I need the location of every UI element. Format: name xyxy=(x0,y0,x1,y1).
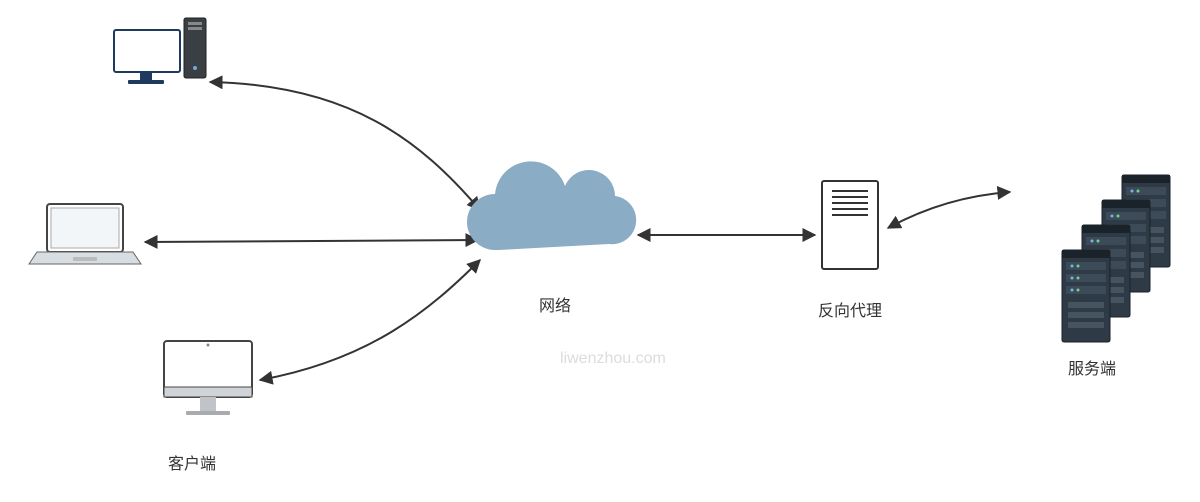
nodes-group xyxy=(29,18,1170,415)
label-proxy: 反向代理 xyxy=(810,297,890,321)
proxy-icon xyxy=(822,181,878,269)
label-servers: 服务端 xyxy=(1052,355,1132,379)
label-cloud: 网络 xyxy=(515,292,595,316)
edge-client1-cloud xyxy=(210,82,480,210)
servers-icon xyxy=(1062,175,1170,342)
imac-icon xyxy=(164,341,252,415)
desktop-icon xyxy=(114,18,206,84)
cloud-icon xyxy=(467,161,636,250)
edge-proxy-servers xyxy=(888,192,1010,228)
label-clients: 客户端 xyxy=(168,450,216,474)
diagram-stage xyxy=(0,0,1200,502)
edge-client3-cloud xyxy=(260,260,480,380)
laptop-icon xyxy=(29,204,141,264)
edge-client2-cloud xyxy=(145,240,478,242)
